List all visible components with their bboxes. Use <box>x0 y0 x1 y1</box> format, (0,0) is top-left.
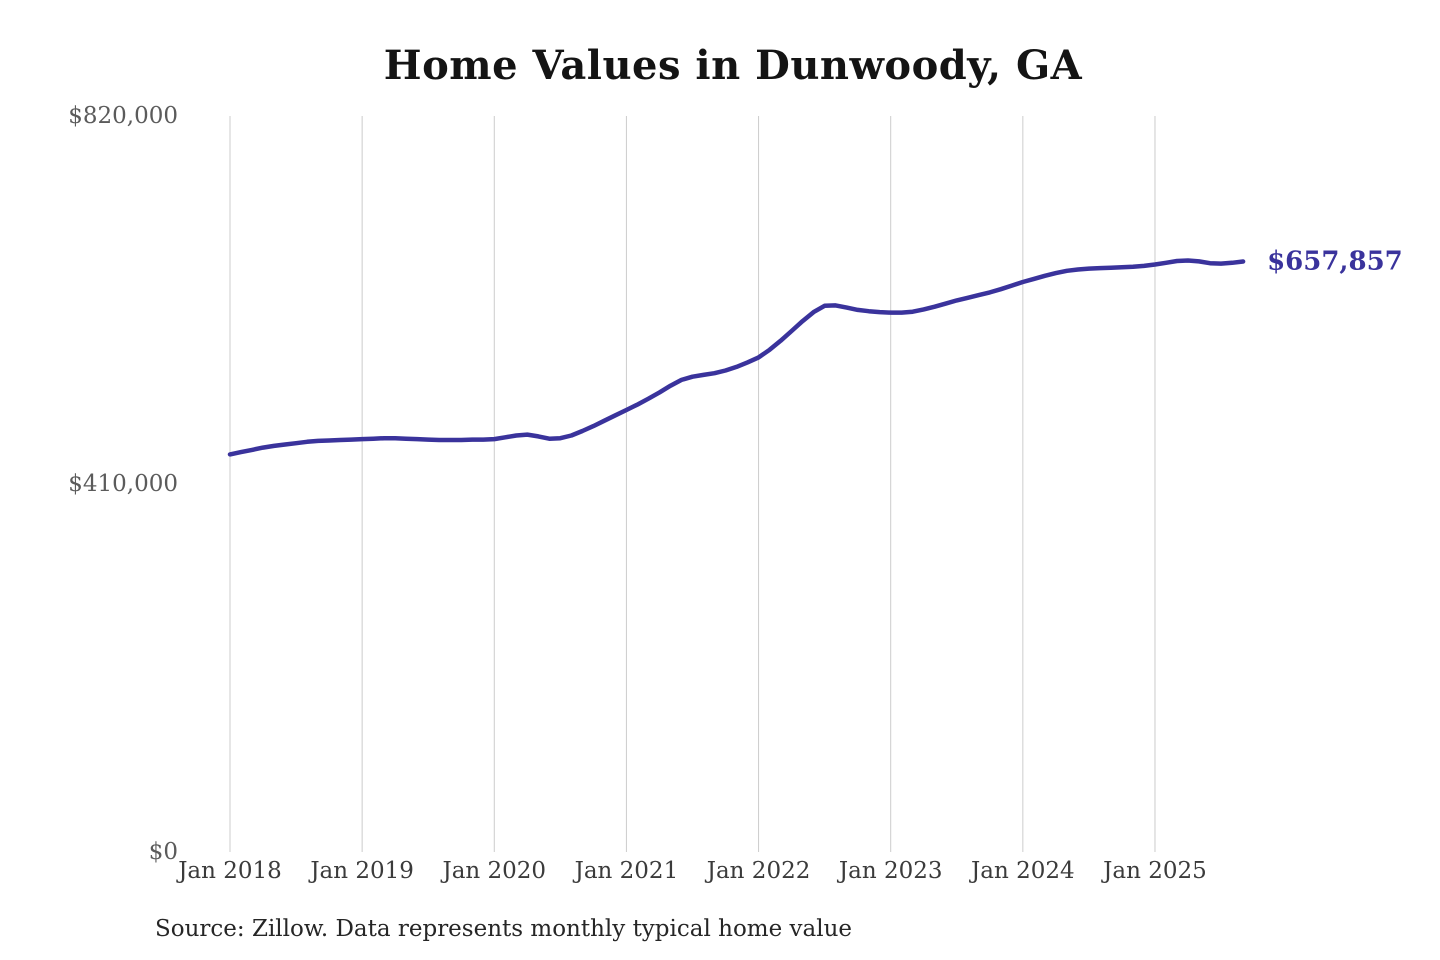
x-axis-tick-label: Jan 2019 <box>310 858 414 884</box>
gridline-group <box>229 116 1156 852</box>
home-value-line <box>227 258 1246 457</box>
y-axis-tick-label: $0 <box>148 839 178 865</box>
x-axis-tick-label: Jan 2025 <box>1103 858 1207 884</box>
source-note: Source: Zillow. Data represents monthly … <box>155 916 853 942</box>
x-axis-tick-label: Jan 2022 <box>706 858 811 884</box>
x-axis-tick-label: Jan 2020 <box>442 858 547 884</box>
chart-title: Home Values in Dunwoody, GA <box>383 42 1083 89</box>
y-axis-tick-label: $820,000 <box>68 103 178 129</box>
x-axis-tick-label: Jan 2023 <box>838 858 943 884</box>
y-axis-tick-label: $410,000 <box>68 471 178 497</box>
latest-value-label: $657,857 <box>1267 245 1403 276</box>
x-axis-tick-label: Jan 2018 <box>178 858 282 884</box>
x-axis-tick-label: Jan 2024 <box>971 858 1075 884</box>
x-axis-tick-label: Jan 2021 <box>574 858 679 884</box>
